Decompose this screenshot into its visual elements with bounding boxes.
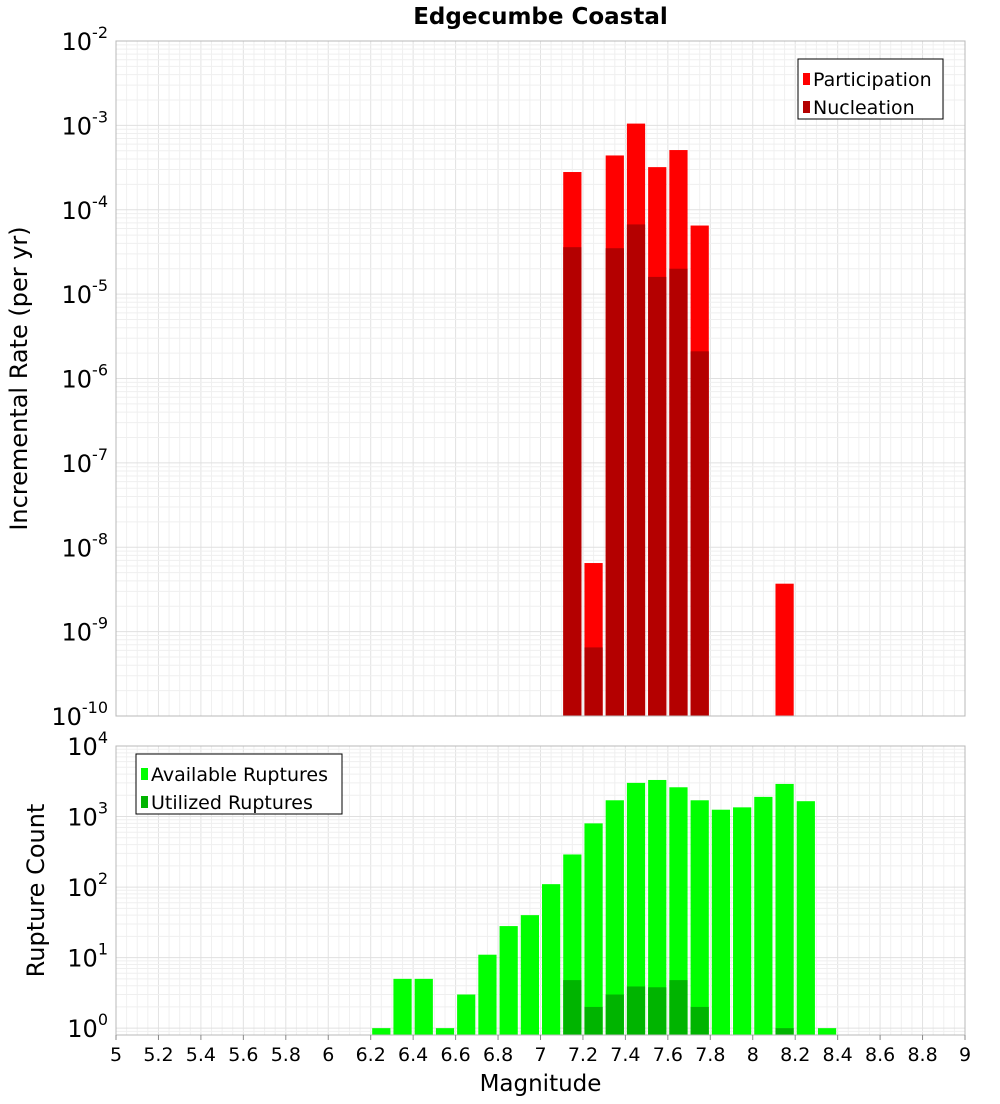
legend-entry: Available Ruptures bbox=[151, 764, 328, 786]
x-tick-label: 6.4 bbox=[398, 1044, 428, 1066]
x-tick-label: 7 bbox=[534, 1044, 546, 1066]
y-tick-label: 10-6 bbox=[62, 361, 109, 394]
bar-secondary bbox=[605, 994, 624, 1035]
legend-swatch bbox=[803, 73, 810, 85]
x-tick-label: 9 bbox=[959, 1044, 971, 1066]
x-axis-label: Magnitude bbox=[480, 1071, 602, 1097]
x-tick-label: 6.6 bbox=[440, 1044, 470, 1066]
legend-entry: Utilized Ruptures bbox=[151, 792, 313, 814]
bar-secondary bbox=[626, 986, 646, 1035]
x-tick-label: 8 bbox=[747, 1044, 759, 1066]
bar-primary bbox=[775, 583, 794, 716]
bar-primary bbox=[754, 796, 773, 1035]
y-tick-label: 10-3 bbox=[62, 107, 109, 140]
y-tick-label: 10-5 bbox=[62, 276, 109, 309]
y-axis-label-1: Incremental Rate (per yr) bbox=[5, 226, 33, 530]
bar-primary bbox=[605, 800, 624, 1035]
plot-frame-1 bbox=[115, 40, 966, 717]
bar-primary bbox=[775, 783, 794, 1035]
y-tick-label: 102 bbox=[67, 869, 108, 902]
y-axis-2: 100 101 102 103 104 bbox=[67, 728, 108, 1043]
legend-box bbox=[135, 753, 343, 815]
y-tick-label: 10-10 bbox=[51, 698, 108, 731]
legend-1: Participation Nucleation bbox=[797, 58, 944, 120]
y-tick-label: 10-7 bbox=[62, 445, 109, 478]
bar-primary bbox=[435, 1028, 455, 1035]
y-axis-label-2: Rupture Count bbox=[22, 804, 50, 978]
x-tick-label: 7.8 bbox=[695, 1044, 725, 1066]
bar-primary bbox=[711, 809, 731, 1035]
bar-secondary bbox=[648, 276, 667, 716]
y-tick-label: 103 bbox=[67, 799, 108, 832]
bar-primary bbox=[669, 787, 688, 1035]
bar-secondary bbox=[690, 351, 709, 716]
x-axis: 5 5.2 5.4 5.6 5.8 6 6.2 6.4 6.6 6.8 7 7.2 7.4 7.6 7.8 8… bbox=[110, 1035, 971, 1066]
bar-primary bbox=[733, 807, 752, 1035]
y-tick-label: 104 bbox=[67, 728, 108, 761]
x-tick-label: 5.2 bbox=[143, 1044, 173, 1066]
bar-primary bbox=[796, 801, 815, 1035]
bar-primary bbox=[542, 884, 561, 1035]
bar-primary bbox=[499, 926, 518, 1035]
bar-primary bbox=[584, 823, 603, 1035]
bar-primary bbox=[626, 782, 646, 1035]
bar-primary bbox=[520, 915, 539, 1035]
x-tick-label: 5.4 bbox=[186, 1044, 216, 1066]
y-tick-label: 10-8 bbox=[62, 529, 109, 562]
bar-secondary bbox=[584, 1006, 603, 1035]
x-tick-label: 8.2 bbox=[780, 1044, 810, 1066]
x-tick-label: 8.6 bbox=[865, 1044, 895, 1066]
chart-title: Edgecumbe Coastal bbox=[413, 4, 668, 30]
x-tick-label: 7.6 bbox=[653, 1044, 683, 1066]
bar-primary bbox=[648, 779, 667, 1035]
bars-1 bbox=[563, 123, 794, 717]
y-tick-label: 100 bbox=[67, 1010, 108, 1043]
bar-secondary bbox=[563, 247, 582, 716]
bar-secondary bbox=[605, 248, 624, 717]
bars-2 bbox=[372, 779, 837, 1035]
bar-primary bbox=[478, 954, 497, 1035]
bar-primary bbox=[393, 978, 412, 1035]
bar-secondary bbox=[584, 647, 603, 716]
bar-primary bbox=[457, 994, 476, 1035]
y-tick-label: 10-9 bbox=[62, 614, 109, 647]
bar-primary bbox=[414, 978, 433, 1035]
legend-swatch bbox=[803, 101, 810, 113]
bar-primary bbox=[690, 800, 709, 1035]
bar-secondary bbox=[563, 980, 582, 1035]
legend-entry: Nucleation bbox=[813, 97, 915, 119]
x-tick-label: 8.8 bbox=[907, 1044, 937, 1066]
x-tick-label: 8.4 bbox=[823, 1044, 853, 1066]
x-tick-label: 5 bbox=[110, 1044, 122, 1066]
x-tick-label: 6.2 bbox=[356, 1044, 386, 1066]
y-tick-label: 10-4 bbox=[62, 192, 109, 225]
bar-secondary bbox=[669, 980, 688, 1035]
legend-swatch bbox=[141, 796, 148, 808]
x-tick-label: 5.6 bbox=[228, 1044, 258, 1066]
bar-primary bbox=[372, 1028, 391, 1035]
bar-secondary bbox=[626, 224, 646, 717]
bar-secondary bbox=[648, 987, 667, 1035]
x-tick-label: 6.8 bbox=[483, 1044, 513, 1066]
legend-swatch bbox=[141, 768, 148, 780]
x-tick-label: 6 bbox=[322, 1044, 334, 1066]
y-tick-label: 101 bbox=[67, 940, 108, 973]
bar-secondary bbox=[690, 1006, 709, 1035]
bar-secondary bbox=[775, 1028, 794, 1035]
bar-secondary bbox=[669, 268, 688, 716]
legend-entry: Participation bbox=[813, 69, 932, 91]
legend-2: Available Ruptures Utilized Ruptures bbox=[135, 753, 343, 815]
bar-primary bbox=[817, 1028, 837, 1035]
y-axis-1: 10-10 10-9 10-8 10-7 10-6 10-5 10-4 10-3 10-2 bbox=[51, 23, 108, 731]
y-tick-label: 10-2 bbox=[62, 23, 109, 56]
x-tick-label: 7.4 bbox=[610, 1044, 640, 1066]
grid-1 bbox=[115, 40, 966, 717]
legend-box bbox=[797, 58, 944, 120]
x-tick-label: 7.2 bbox=[568, 1044, 598, 1066]
x-tick-label: 5.8 bbox=[271, 1044, 301, 1066]
